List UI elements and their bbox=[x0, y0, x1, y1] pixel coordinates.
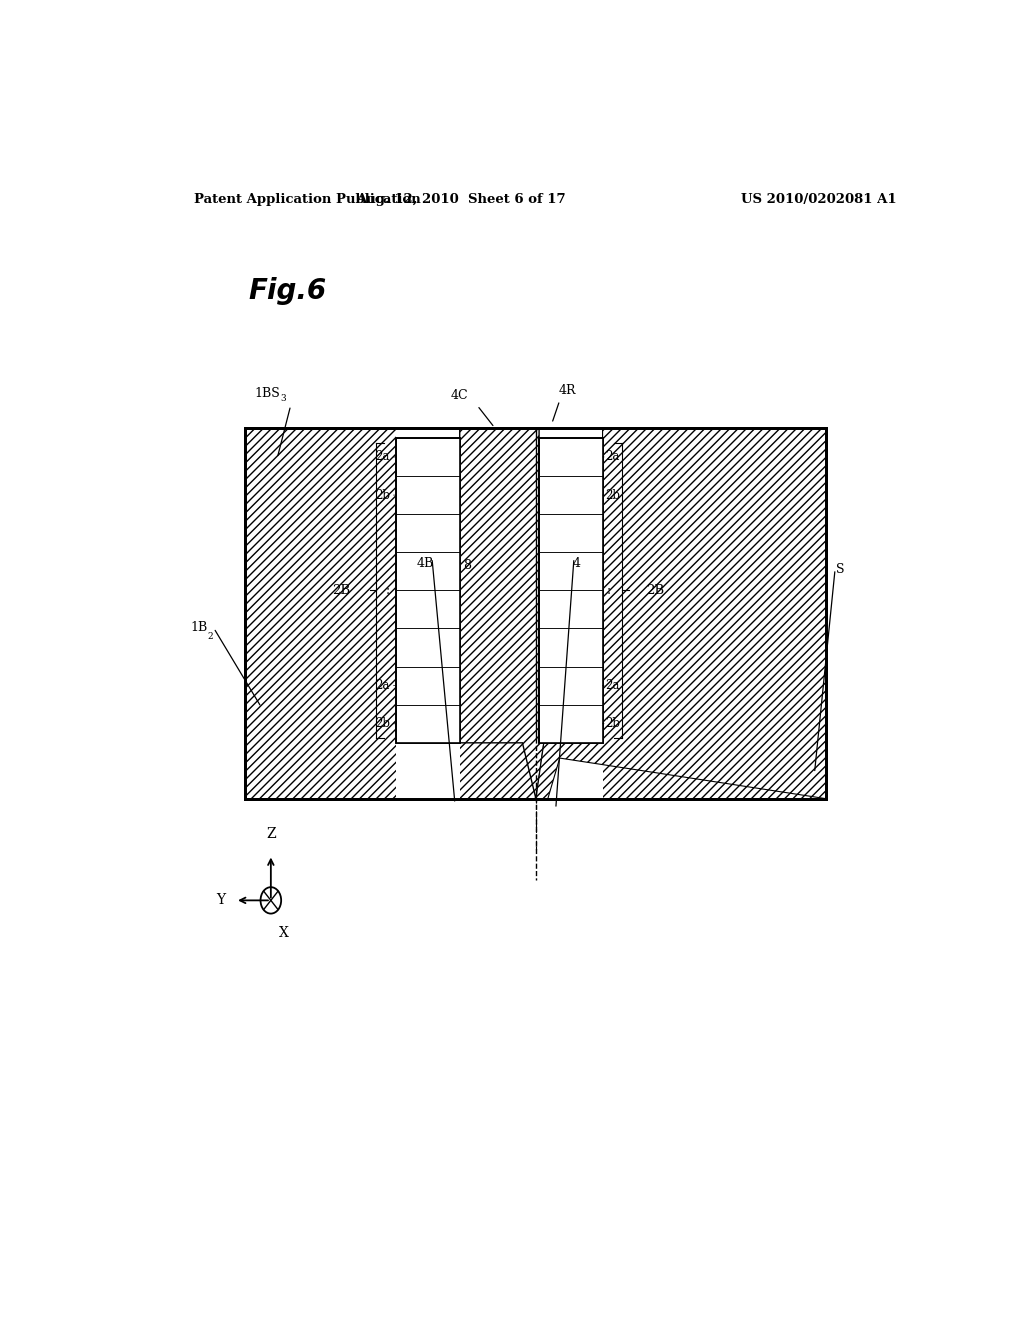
Text: :: : bbox=[386, 583, 390, 597]
Text: Aug. 12, 2010  Sheet 6 of 17: Aug. 12, 2010 Sheet 6 of 17 bbox=[356, 193, 566, 206]
Text: :: : bbox=[606, 583, 610, 597]
Bar bbox=[396, 477, 460, 515]
Bar bbox=[539, 477, 602, 515]
Bar bbox=[246, 428, 826, 799]
Text: 2a: 2a bbox=[605, 680, 620, 692]
Text: 2B: 2B bbox=[646, 583, 665, 597]
Bar bbox=[539, 628, 602, 667]
Bar bbox=[396, 628, 460, 667]
Bar bbox=[246, 428, 826, 799]
Text: 4C: 4C bbox=[451, 389, 469, 403]
Bar bbox=[539, 590, 602, 628]
Polygon shape bbox=[460, 428, 544, 799]
Text: Patent Application Publication: Patent Application Publication bbox=[194, 193, 421, 206]
Text: Y: Y bbox=[216, 894, 225, 907]
Bar bbox=[396, 667, 460, 705]
Bar bbox=[539, 667, 602, 705]
Text: 2a: 2a bbox=[376, 450, 390, 463]
Text: X: X bbox=[279, 925, 289, 940]
Bar bbox=[396, 552, 460, 590]
Polygon shape bbox=[536, 428, 826, 799]
Bar bbox=[396, 438, 460, 743]
Bar bbox=[539, 552, 602, 590]
Bar bbox=[539, 667, 602, 705]
Bar bbox=[396, 438, 460, 743]
Bar bbox=[396, 628, 460, 667]
Bar bbox=[396, 590, 460, 628]
Bar bbox=[539, 438, 602, 477]
Bar bbox=[396, 428, 460, 799]
Bar bbox=[396, 705, 460, 743]
Text: 1B: 1B bbox=[190, 622, 207, 635]
Bar bbox=[539, 628, 602, 667]
Text: 4B: 4B bbox=[417, 557, 434, 570]
Text: 2b: 2b bbox=[375, 488, 390, 502]
Bar bbox=[396, 590, 460, 628]
Text: US 2010/0202081 A1: US 2010/0202081 A1 bbox=[740, 193, 896, 206]
Text: 2b: 2b bbox=[605, 717, 620, 730]
Text: 4: 4 bbox=[572, 557, 581, 570]
Bar bbox=[396, 552, 460, 590]
Bar bbox=[396, 515, 460, 552]
Text: 2a: 2a bbox=[376, 680, 390, 692]
Text: 2b: 2b bbox=[375, 717, 390, 730]
Text: 2b: 2b bbox=[605, 488, 620, 502]
Text: 1BS: 1BS bbox=[255, 387, 281, 400]
Bar bbox=[396, 477, 460, 515]
Text: 2a: 2a bbox=[605, 450, 620, 463]
Text: S: S bbox=[836, 562, 845, 576]
Text: 8: 8 bbox=[463, 558, 471, 572]
Polygon shape bbox=[246, 428, 826, 799]
Text: 2: 2 bbox=[207, 631, 213, 640]
Bar bbox=[539, 705, 602, 743]
Bar bbox=[396, 515, 460, 552]
Bar bbox=[539, 705, 602, 743]
Bar bbox=[396, 438, 460, 477]
Bar bbox=[539, 515, 602, 552]
Bar bbox=[539, 477, 602, 515]
Bar bbox=[396, 705, 460, 743]
Bar bbox=[539, 428, 602, 799]
Text: Z: Z bbox=[266, 828, 275, 841]
Bar bbox=[539, 438, 602, 743]
Text: 2B: 2B bbox=[332, 583, 350, 597]
Bar bbox=[539, 438, 602, 477]
Bar bbox=[396, 667, 460, 705]
Text: 4R: 4R bbox=[559, 384, 577, 397]
Text: Fig.6: Fig.6 bbox=[249, 276, 327, 305]
Bar bbox=[539, 515, 602, 552]
Text: 3: 3 bbox=[281, 395, 286, 404]
Bar bbox=[396, 438, 460, 477]
Bar bbox=[539, 590, 602, 628]
Bar bbox=[539, 438, 602, 743]
Bar bbox=[539, 552, 602, 590]
